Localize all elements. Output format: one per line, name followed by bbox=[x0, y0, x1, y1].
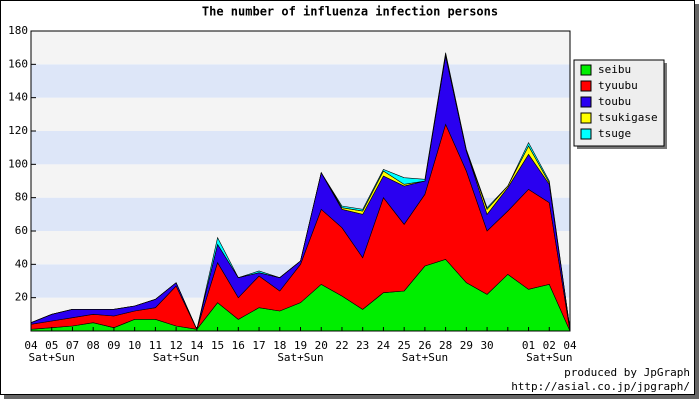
plot-border bbox=[30, 30, 571, 332]
x-tick-label: 02 bbox=[543, 339, 556, 352]
legend-swatch bbox=[580, 112, 592, 124]
x-tick-label: 09 bbox=[107, 339, 120, 352]
x-tick-label: 25 bbox=[398, 339, 411, 352]
y-tick-label: 20 bbox=[15, 291, 28, 304]
x-tick-label: 04 bbox=[24, 339, 38, 352]
legend-swatch bbox=[580, 80, 592, 92]
x-tick-label: 18 bbox=[273, 339, 286, 352]
x-tick-label: 17 bbox=[252, 339, 265, 352]
x-sublabel: Sat+Sun bbox=[526, 351, 572, 364]
x-tick-label: 30 bbox=[480, 339, 493, 352]
y-tick-label: 140 bbox=[8, 91, 28, 104]
band bbox=[31, 64, 570, 98]
x-tick-label: 28 bbox=[439, 339, 452, 352]
chart-title: The number of influenza infection person… bbox=[202, 5, 498, 19]
x-tick-label: 22 bbox=[335, 339, 348, 352]
band bbox=[31, 31, 570, 65]
x-tick-label: 11 bbox=[149, 339, 162, 352]
x-tick-label: 14 bbox=[190, 339, 204, 352]
x-tick-label: 29 bbox=[460, 339, 473, 352]
x-tick-label: 26 bbox=[418, 339, 431, 352]
y-tick-label: 60 bbox=[15, 224, 28, 237]
y-tick-label: 100 bbox=[8, 157, 28, 170]
x-tick-label: 15 bbox=[211, 339, 224, 352]
legend-swatch bbox=[580, 128, 592, 140]
footer-text: http://asial.co.jp/jpgraph/ bbox=[511, 380, 690, 393]
legend-label: tsuge bbox=[598, 127, 631, 140]
legend-label: tsukigase bbox=[598, 111, 658, 124]
x-sublabel: Sat+Sun bbox=[29, 351, 75, 364]
x-tick-label: 23 bbox=[356, 339, 369, 352]
y-tick-label: 120 bbox=[8, 124, 28, 137]
x-tick-label: 16 bbox=[232, 339, 245, 352]
legend-label: seibu bbox=[598, 63, 631, 76]
legend-swatch bbox=[580, 64, 592, 76]
x-tick-label: 08 bbox=[87, 339, 100, 352]
x-tick-label: 12 bbox=[169, 339, 182, 352]
y-tick-label: 160 bbox=[8, 57, 28, 70]
legend-label: tyuubu bbox=[598, 79, 638, 92]
x-tick-label: 24 bbox=[377, 339, 391, 352]
x-sublabel: Sat+Sun bbox=[153, 351, 199, 364]
band bbox=[31, 131, 570, 165]
footer-text: produced by JpGraph bbox=[564, 366, 690, 379]
y-tick-label: 180 bbox=[8, 24, 28, 37]
band bbox=[31, 164, 570, 198]
x-sublabel: Sat+Sun bbox=[277, 351, 323, 364]
x-sublabel: Sat+Sun bbox=[402, 351, 448, 364]
y-tick-label: 40 bbox=[15, 257, 28, 270]
x-tick-label: 07 bbox=[66, 339, 79, 352]
x-tick-label: 20 bbox=[315, 339, 328, 352]
x-tick-label: 04 bbox=[563, 339, 577, 352]
legend-label: toubu bbox=[598, 95, 631, 108]
band bbox=[31, 97, 570, 131]
x-tick-label: 05 bbox=[45, 339, 58, 352]
x-tick-label: 10 bbox=[128, 339, 141, 352]
x-tick-label: 01 bbox=[522, 339, 535, 352]
x-tick-label: 19 bbox=[294, 339, 307, 352]
legend-swatch bbox=[580, 96, 592, 108]
y-tick-label: 80 bbox=[15, 191, 28, 204]
